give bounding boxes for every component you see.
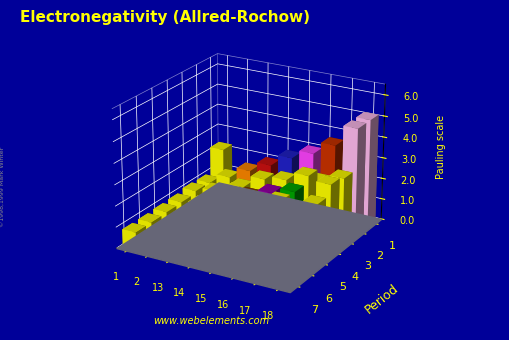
Text: Electronegativity (Allred-Rochow): Electronegativity (Allred-Rochow) — [20, 10, 310, 25]
Text: ©1998,1999 Mark Winter: ©1998,1999 Mark Winter — [0, 147, 5, 227]
Text: www.webelements.com: www.webelements.com — [153, 317, 269, 326]
Y-axis label: Period: Period — [362, 282, 401, 316]
